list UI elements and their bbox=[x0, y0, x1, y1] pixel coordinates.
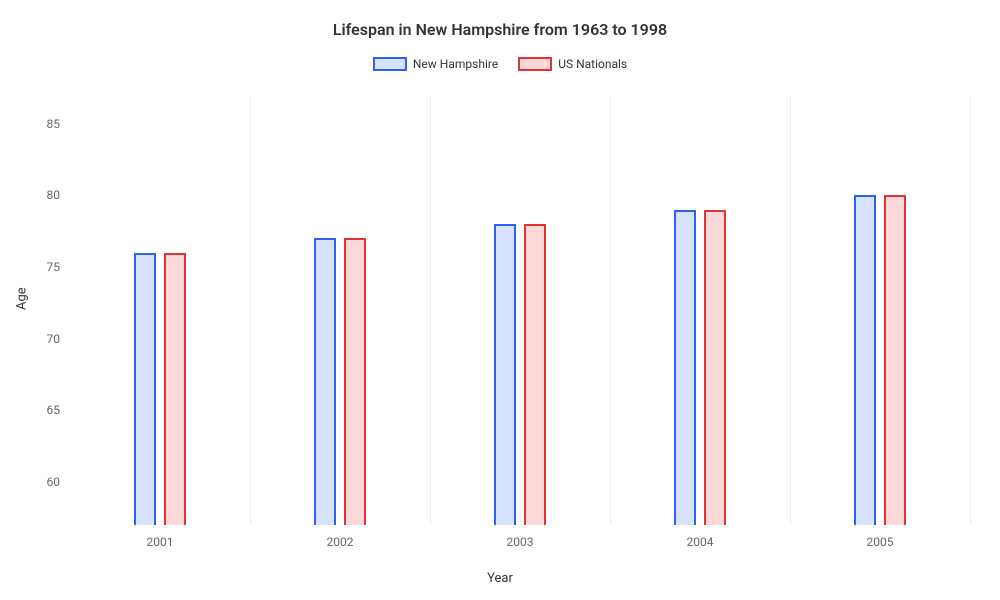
bar bbox=[674, 210, 696, 525]
bar bbox=[314, 238, 336, 525]
x-axis-title: Year bbox=[487, 571, 513, 586]
y-axis-title: Age bbox=[15, 287, 30, 310]
bar bbox=[854, 195, 876, 525]
legend: New Hampshire US Nationals bbox=[0, 57, 1000, 71]
bar bbox=[494, 224, 516, 525]
chart-title: Lifespan in New Hampshire from 1963 to 1… bbox=[0, 0, 1000, 39]
y-tick-label: 60 bbox=[47, 475, 71, 489]
bar bbox=[704, 210, 726, 525]
legend-swatch-1 bbox=[518, 57, 552, 71]
y-tick-label: 85 bbox=[47, 117, 71, 131]
x-tick-label: 2001 bbox=[147, 525, 174, 549]
y-tick-label: 70 bbox=[47, 332, 71, 346]
gridline-vertical bbox=[790, 95, 791, 525]
x-tick-label: 2003 bbox=[507, 525, 534, 549]
legend-label-0: New Hampshire bbox=[413, 57, 498, 71]
legend-item-0: New Hampshire bbox=[373, 57, 498, 71]
bar bbox=[524, 224, 546, 525]
x-tick-label: 2004 bbox=[687, 525, 714, 549]
bar bbox=[134, 253, 156, 525]
y-tick-label: 80 bbox=[47, 188, 71, 202]
grid-region bbox=[70, 95, 970, 525]
gridline-vertical bbox=[250, 95, 251, 525]
legend-label-1: US Nationals bbox=[558, 57, 627, 71]
y-tick-label: 75 bbox=[47, 260, 71, 274]
bar bbox=[344, 238, 366, 525]
legend-swatch-0 bbox=[373, 57, 407, 71]
y-tick-label: 65 bbox=[47, 403, 71, 417]
gridline-vertical bbox=[970, 95, 971, 525]
plot-area: 60657075808520012002200320042005 bbox=[70, 95, 970, 525]
gridline-vertical bbox=[430, 95, 431, 525]
x-tick-label: 2005 bbox=[867, 525, 894, 549]
bar bbox=[884, 195, 906, 525]
x-tick-label: 2002 bbox=[327, 525, 354, 549]
bar bbox=[164, 253, 186, 525]
gridline-vertical bbox=[610, 95, 611, 525]
legend-item-1: US Nationals bbox=[518, 57, 627, 71]
